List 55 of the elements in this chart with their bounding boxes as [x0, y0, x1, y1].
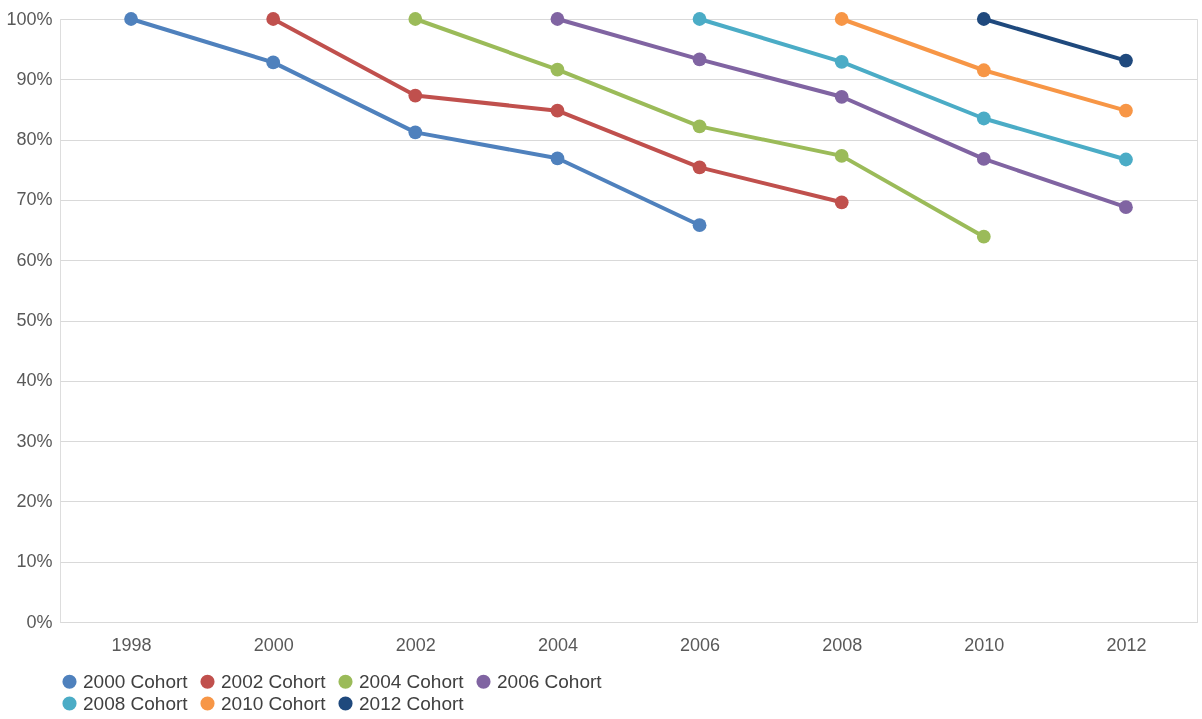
- point: [976, 152, 991, 166]
- point: [1119, 152, 1133, 167]
- point: [124, 12, 138, 26]
- y-tick-label: 90%: [16, 68, 53, 89]
- point: [692, 119, 707, 134]
- point: [976, 111, 991, 126]
- point: [266, 12, 281, 26]
- point: [692, 52, 707, 67]
- point: [550, 12, 565, 26]
- legend-label: 2006 Cohort: [497, 670, 603, 692]
- y-tick-label: 40%: [16, 370, 53, 391]
- y-tick-label: 10%: [16, 551, 53, 572]
- point: [692, 218, 707, 233]
- point: [1119, 200, 1133, 215]
- x-tick-label: 2004: [537, 634, 578, 655]
- legend-label: 2000 Cohort: [83, 670, 189, 692]
- point: [834, 195, 849, 210]
- y-tick-label: 30%: [16, 430, 53, 451]
- x-tick-label: 2010: [964, 634, 1005, 655]
- point: [692, 12, 707, 26]
- legend-label: 2002 Cohort: [221, 670, 327, 692]
- y-tick-label: 100%: [6, 8, 53, 29]
- x-tick-label: 2008: [822, 634, 863, 655]
- y-tick-label: 60%: [16, 249, 53, 270]
- x-tick-label: 2012: [1106, 634, 1147, 655]
- legend-label: 2012 Cohort: [359, 692, 465, 714]
- legend-label: 2004 Cohort: [359, 670, 465, 692]
- point: [408, 88, 423, 103]
- point: [550, 103, 565, 118]
- point: [1119, 103, 1133, 118]
- point: [550, 62, 565, 77]
- y-tick-label: 20%: [16, 490, 53, 511]
- point: [976, 229, 991, 244]
- y-tick-label: 0%: [26, 611, 53, 632]
- point: [1119, 53, 1133, 68]
- legend-label: 2010 Cohort: [221, 692, 327, 714]
- point: [834, 54, 849, 69]
- point: [550, 151, 565, 166]
- y-tick-label: 50%: [16, 310, 53, 330]
- point: [834, 12, 849, 26]
- x-tick-label: 1998: [111, 634, 152, 655]
- point: [408, 125, 423, 140]
- point: [976, 63, 991, 78]
- point: [834, 89, 849, 104]
- point: [408, 12, 423, 26]
- y-tick-label: 70%: [16, 189, 53, 210]
- point: [834, 149, 849, 163]
- x-tick-label: 2002: [395, 634, 436, 655]
- x-tick-label: 2006: [680, 634, 721, 655]
- legend-label: 2008 Cohort: [83, 692, 189, 714]
- point: [266, 55, 281, 70]
- y-tick-label: 80%: [16, 129, 53, 150]
- point: [976, 12, 991, 26]
- x-tick-label: 2000: [253, 634, 294, 655]
- point: [692, 160, 707, 175]
